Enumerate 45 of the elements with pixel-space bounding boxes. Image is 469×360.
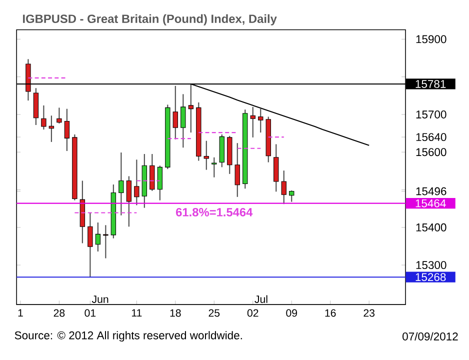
candlestick — [134, 159, 140, 206]
source-note: Source: © 2012 All rights reserved worldwide. — [14, 331, 242, 342]
candlestick — [234, 142, 240, 198]
candlestick — [88, 212, 93, 278]
x-tick-label: 01 — [84, 309, 96, 317]
x-tick-label: 28 — [54, 309, 65, 317]
y-tick-label: 15300 — [416, 261, 446, 269]
annotation: Jul — [254, 295, 268, 303]
x-tick-label: 02 — [247, 309, 258, 317]
candlestick — [258, 108, 264, 134]
chart-title: IGBPUSD - Great Britain (Pound) Index, Daily — [23, 14, 277, 26]
x-tick-label: 16 — [325, 309, 336, 317]
candlestick — [150, 153, 155, 192]
candlestick — [64, 108, 70, 152]
x-tick-label: 23 — [364, 309, 375, 317]
ref-line-label: 15781 — [416, 80, 446, 88]
x-tick-label: 18 — [170, 309, 181, 317]
candlestick — [157, 165, 162, 201]
candlestick — [118, 152, 124, 216]
x-tick-label: 1 — [18, 309, 23, 316]
candlestick — [56, 107, 62, 124]
candlestick — [180, 94, 186, 148]
x-tick-label: 11 — [132, 309, 142, 316]
ref-line-label: 15464 — [416, 199, 446, 208]
candlestick — [126, 176, 132, 228]
text: 07/09/2012 — [402, 332, 458, 340]
y-tick-label: 15640 — [416, 133, 446, 141]
x-tick-label: 09 — [286, 309, 297, 317]
y-tick-label: 15496 — [416, 187, 446, 196]
y-tick-label: 15600 — [416, 148, 446, 156]
candlestick — [281, 170, 286, 205]
candlestick — [250, 106, 256, 138]
x-tick-label: 25 — [208, 309, 220, 317]
candlestick — [289, 190, 294, 202]
candlestick — [41, 104, 46, 130]
y-tick-label: 15400 — [416, 223, 446, 232]
candlestick — [212, 156, 217, 178]
candlestick — [103, 224, 108, 259]
candlestick — [95, 222, 101, 252]
y-tick-label: 15700 — [416, 110, 446, 118]
ref-line-label: 15268 — [416, 273, 446, 282]
annotation: Jun — [92, 296, 108, 303]
candlestick — [204, 140, 209, 170]
annotation: 61.8%=1.5464 — [176, 208, 253, 216]
y-tick-label: 15900 — [416, 35, 446, 44]
